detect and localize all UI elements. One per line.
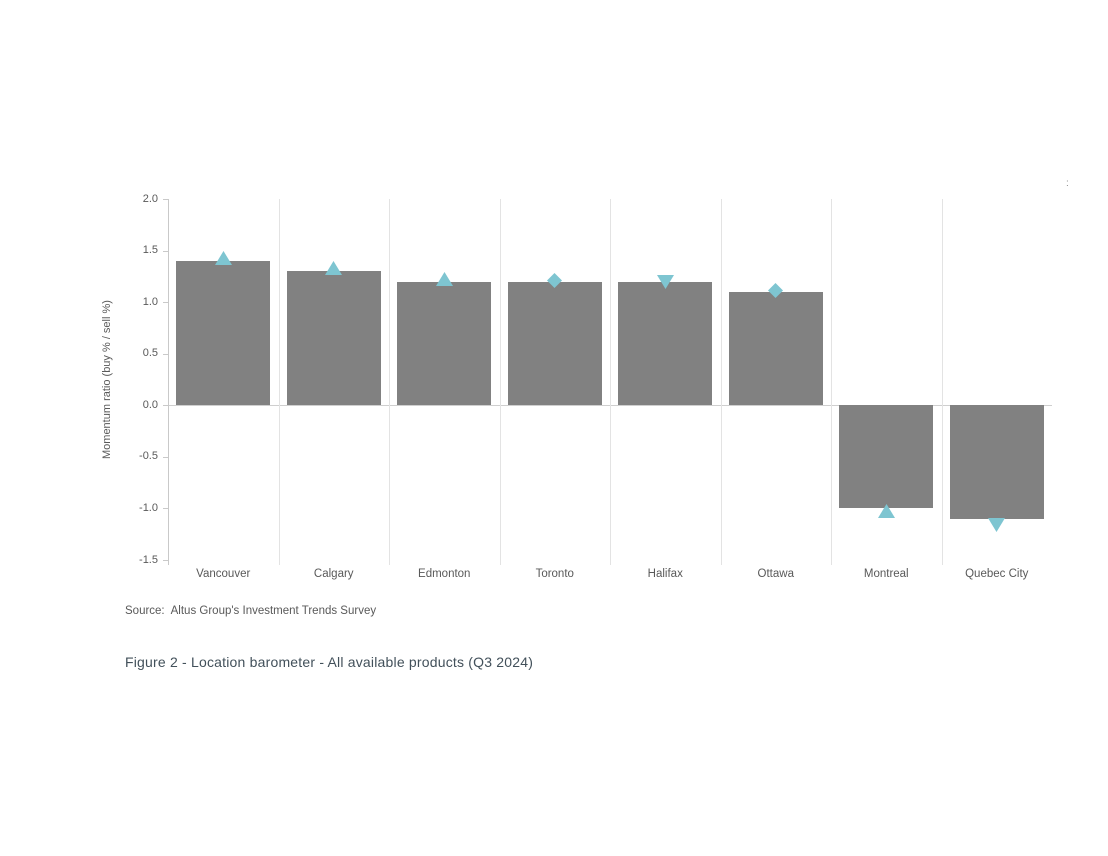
y-tick-mark xyxy=(163,302,168,304)
category-gridline xyxy=(389,199,390,565)
bar-quebec-city xyxy=(949,405,1044,519)
triangle-down-marker-quebec-city xyxy=(988,517,1006,537)
y-tick-mark xyxy=(163,456,168,458)
bar-vancouver xyxy=(176,260,271,406)
y-tick-label: 0.0 xyxy=(142,398,158,411)
category-gridline xyxy=(610,199,611,565)
source-text: Altus Group's Investment Trends Survey xyxy=(170,605,377,617)
y-tick-label: -0.5 xyxy=(139,450,158,463)
y-tick-label: -1.5 xyxy=(139,553,158,566)
y-tick-mark xyxy=(163,353,168,355)
diamond-marker-toronto xyxy=(547,273,563,293)
x-tick-label-montreal: Montreal xyxy=(863,568,909,580)
y-tick-mark xyxy=(163,199,168,200)
category-gridline xyxy=(499,199,501,565)
y-tick-label: 2.0 xyxy=(142,192,158,205)
triangle-up-marker-vancouver xyxy=(214,250,232,270)
x-tick-label-edmonton: Edmonton xyxy=(418,568,471,580)
bar-ottawa xyxy=(728,291,823,406)
bar-edmonton xyxy=(397,281,492,406)
source-note: Source: Altus Group's Investment Trends S… xyxy=(125,605,376,617)
x-tick-label-calgary: Calgary xyxy=(313,568,354,580)
bar-montreal xyxy=(839,405,934,509)
triangle-up-marker-montreal xyxy=(877,504,895,523)
y-tick-mark xyxy=(163,250,168,252)
y-axis-title: Momentum ratio (buy % / sell %) xyxy=(101,300,113,459)
triangle-up-marker-edmonton xyxy=(435,271,453,291)
x-tick-label-halifax: Halifax xyxy=(647,568,683,580)
category-gridline xyxy=(941,199,943,565)
bar-calgary xyxy=(286,271,381,406)
y-axis-line xyxy=(168,199,169,565)
diamond-marker-ottawa xyxy=(768,283,784,303)
x-tick-label-vancouver: Vancouver xyxy=(196,568,251,580)
source-label: Source: xyxy=(125,605,165,617)
y-tick-label: -1.0 xyxy=(139,501,158,514)
y-tick-label: 1.5 xyxy=(142,244,158,257)
triangle-up-marker-calgary xyxy=(325,261,343,280)
category-gridline xyxy=(720,199,722,565)
x-tick-label-toronto: Toronto xyxy=(535,568,574,580)
y-tick-mark xyxy=(163,405,168,407)
y-tick-label: 1.0 xyxy=(142,295,158,308)
x-tick-label-quebec-city: Quebec City xyxy=(965,568,1029,580)
bar-toronto xyxy=(507,281,602,406)
bar-chart-plot: 2.0 1.5 1.0 0.5 0.0 -0.5 -1.0 -1.5 Vancouver Calg… xyxy=(139,193,1052,580)
y-tick-label: 0.5 xyxy=(142,347,158,360)
bar-halifax xyxy=(618,281,713,406)
x-tick-label-ottawa: Ottawa xyxy=(757,568,794,580)
triangle-down-marker-halifax xyxy=(656,274,674,294)
figure-caption: Figure 2 - Location barometer - All avai… xyxy=(125,654,534,670)
category-gridline xyxy=(278,199,280,565)
y-tick-mark xyxy=(163,560,168,561)
category-gridline xyxy=(831,199,832,565)
y-tick-mark xyxy=(163,508,168,510)
stray-artifact-mark: : xyxy=(1066,178,1069,189)
